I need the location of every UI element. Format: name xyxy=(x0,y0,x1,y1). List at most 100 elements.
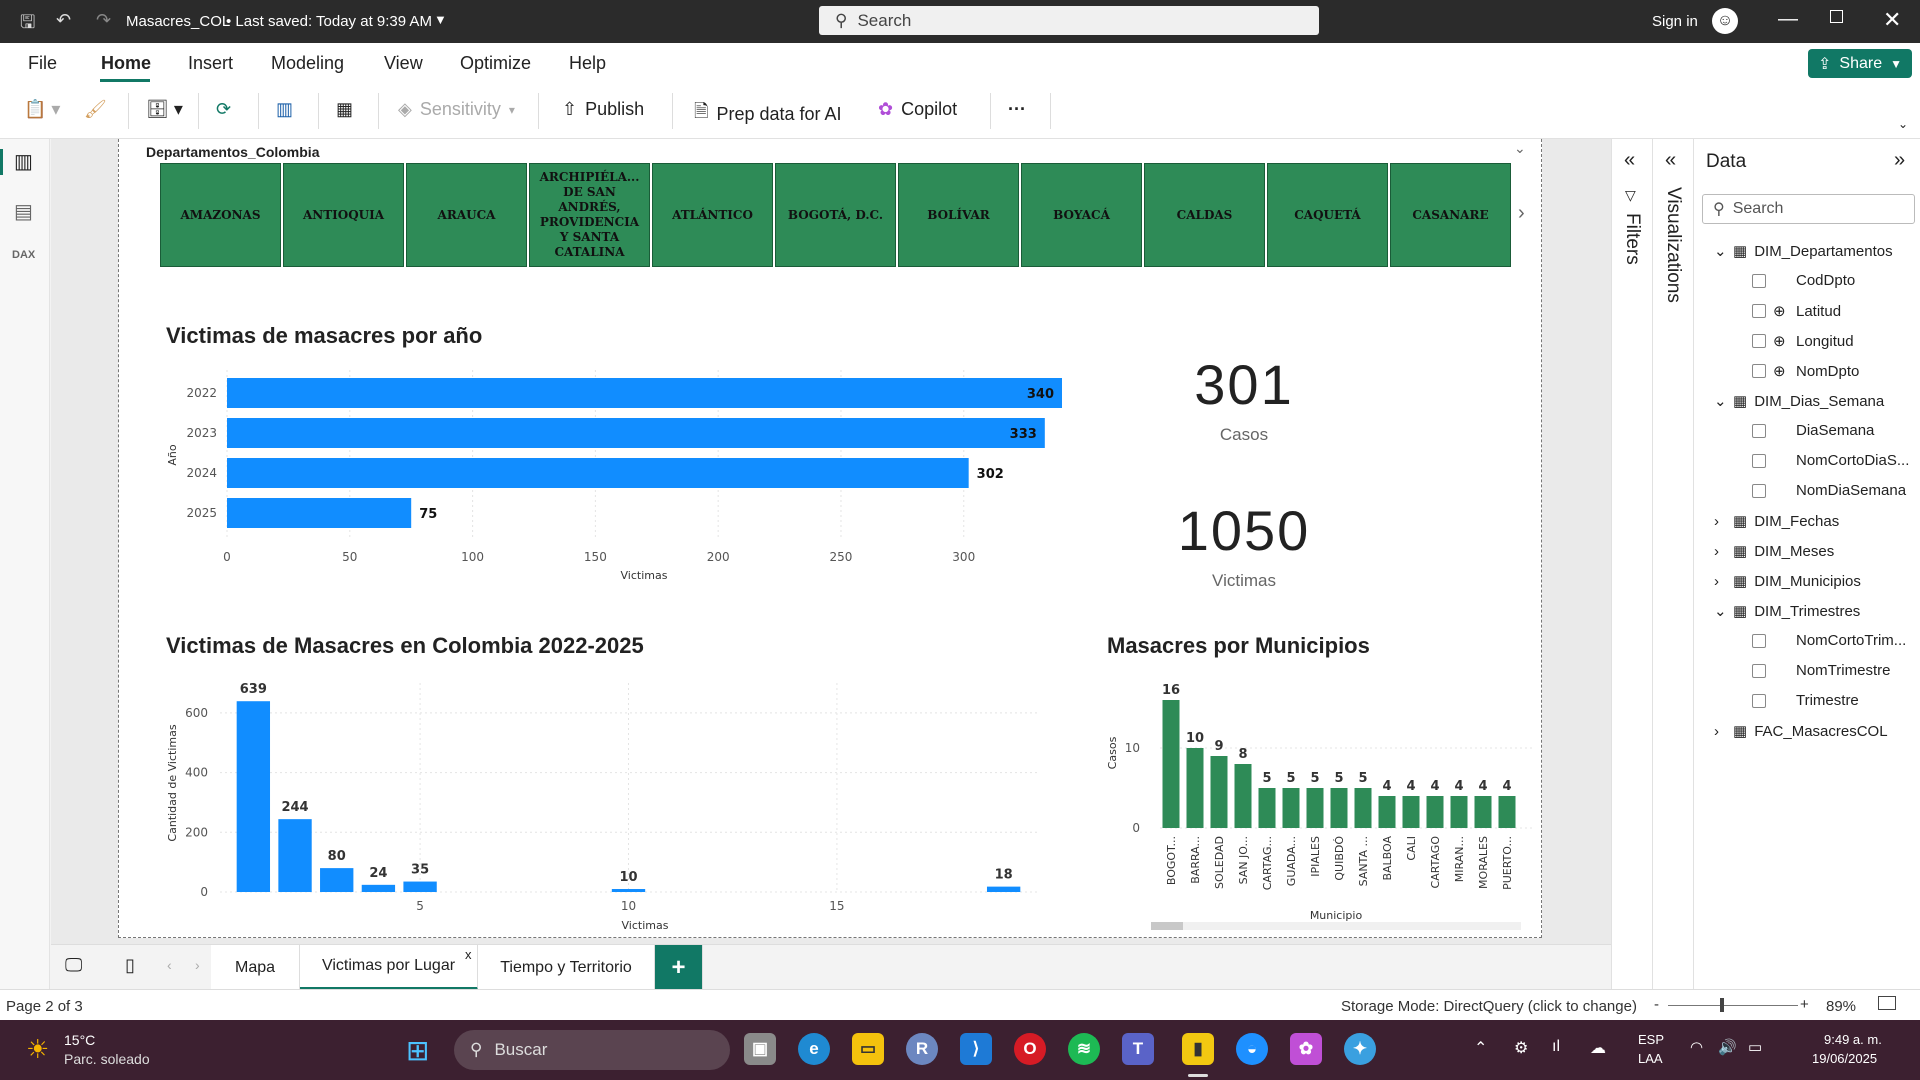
report-view-icon[interactable]: ▥ xyxy=(14,151,33,173)
chevron-up-icon[interactable]: ⌃ xyxy=(1474,1040,1488,1057)
spotify-icon[interactable]: ≋ xyxy=(1068,1033,1100,1065)
table-view-icon[interactable]: ▤ xyxy=(14,201,33,223)
minimize-icon[interactable]: — xyxy=(1778,8,1798,30)
chevron-left-icon[interactable]: ‹ xyxy=(167,957,172,973)
expand-right-icon[interactable]: » xyxy=(1894,149,1906,171)
chevron-right-icon[interactable]: › xyxy=(1714,722,1719,740)
menu-modeling[interactable]: Modeling xyxy=(271,53,345,73)
zoom-out-icon[interactable]: - xyxy=(1654,996,1659,1013)
mobile-layout-icon[interactable]: ▯ xyxy=(125,955,135,975)
refresh-icon[interactable]: ⟳ xyxy=(216,99,232,119)
redo-icon[interactable]: ↷ xyxy=(96,10,112,30)
battery-icon[interactable]: ▭ xyxy=(1748,1039,1763,1056)
zoom-slider[interactable] xyxy=(1668,1005,1798,1006)
scrollbar-thumb[interactable] xyxy=(1151,922,1183,930)
lang-primary[interactable]: ESP xyxy=(1638,1032,1665,1047)
chart-victims[interactable]: 0 200 400 600 5 10 15 639 244 80 24 35 10 18 Victimas C… xyxy=(160,668,1080,933)
field-nomcortodias-[interactable]: NomCortoDiaS... xyxy=(1752,452,1909,469)
slicer-tile[interactable]: BOLÍVAR xyxy=(898,163,1019,267)
menu-home[interactable]: Home xyxy=(101,53,152,73)
chevron-right-icon[interactable]: › xyxy=(1714,512,1719,530)
slicer-tile[interactable]: AMAZONAS xyxy=(160,163,281,267)
checkbox[interactable] xyxy=(1752,273,1766,288)
checkbox[interactable] xyxy=(1752,364,1766,378)
sensitivity-button[interactable]: ◈ Sensitivity ▾ xyxy=(398,99,515,120)
menu-view[interactable]: View xyxy=(384,53,423,73)
power-bi-icon[interactable]: ▮ xyxy=(1182,1033,1214,1065)
data-search-input[interactable]: ⚲ Search xyxy=(1702,194,1915,224)
undo-icon[interactable]: ↶ xyxy=(56,10,72,30)
visualizations-label[interactable]: Visualizations xyxy=(1663,187,1684,303)
chart-municipios[interactable]: 0 10 16 BOGOT... 10 BARRA... 9 SOLEDAD 8 SAN JO..… xyxy=(1100,668,1540,933)
zoom-level[interactable]: 89% xyxy=(1826,998,1857,1015)
chevron-right-icon[interactable]: › xyxy=(195,957,200,973)
volume-icon[interactable]: 🔊 xyxy=(1718,1039,1737,1056)
zoom-slider-thumb[interactable] xyxy=(1720,998,1724,1012)
tray-icon[interactable]: ⚙ xyxy=(1514,1040,1529,1057)
slicer-tile[interactable]: ARAUCA xyxy=(406,163,527,267)
docker-icon[interactable]: ◒ xyxy=(1236,1033,1268,1065)
collapse-left-icon[interactable]: « xyxy=(1665,149,1677,171)
chevron-right-icon[interactable]: › xyxy=(1518,202,1525,224)
zoom-in-icon[interactable]: + xyxy=(1800,996,1809,1013)
copilot-button[interactable]: ✿ Copilot xyxy=(878,99,957,120)
edge-icon[interactable]: e xyxy=(798,1033,830,1065)
account-icon[interactable]: ☺ xyxy=(1712,8,1738,34)
table-dim-fechas[interactable]: › ▦ DIM_Fechas xyxy=(1714,512,1839,531)
checkbox[interactable] xyxy=(1752,633,1766,648)
new-visual-icon[interactable]: ▥ xyxy=(276,99,294,119)
close-icon[interactable]: ✕ xyxy=(1883,7,1902,32)
wifi-icon[interactable]: ◠ xyxy=(1690,1039,1704,1056)
horizontal-scrollbar[interactable] xyxy=(1151,922,1521,930)
slicer-tile[interactable]: ATLÁNTICO xyxy=(652,163,773,267)
save-icon[interactable]: 🖫 xyxy=(20,12,36,32)
app-icon[interactable]: ✦ xyxy=(1344,1033,1376,1065)
menu-help[interactable]: Help xyxy=(569,53,607,73)
checkbox[interactable] xyxy=(1752,663,1766,678)
tab-mapa[interactable]: Mapa xyxy=(211,945,300,990)
table-dim-meses[interactable]: › ▦ DIM_Meses xyxy=(1714,542,1834,561)
opera-icon[interactable]: O xyxy=(1014,1033,1046,1065)
fit-page-icon[interactable] xyxy=(1878,996,1896,1010)
clock-time[interactable]: 9:49 a. m. xyxy=(1824,1032,1882,1047)
publish-button[interactable]: ⇧ Publish xyxy=(562,99,644,120)
checkbox[interactable] xyxy=(1752,304,1766,318)
collapse-left-icon[interactable]: « xyxy=(1624,149,1636,171)
r-app-icon[interactable]: R xyxy=(906,1033,938,1065)
chevron-down-icon[interactable]: ⌄ xyxy=(1714,603,1727,620)
get-data-icon[interactable]: 🗄 ▾ xyxy=(146,99,183,119)
share-button[interactable]: ⇪ Share ▼ xyxy=(1808,49,1912,78)
copilot-icon[interactable]: ✿ xyxy=(1290,1033,1322,1065)
collapse-ribbon-icon[interactable]: ⌄ xyxy=(1898,117,1909,131)
chevron-down-icon[interactable]: ▼ xyxy=(434,12,447,27)
slicer-tile[interactable]: ANTIOQUIA xyxy=(283,163,404,267)
chevron-down-icon[interactable]: ⌄ xyxy=(1714,243,1727,260)
table-dim-municipios[interactable]: › ▦ DIM_Municipios xyxy=(1714,572,1861,591)
slicer-tile[interactable]: CALDAS xyxy=(1144,163,1265,267)
table-dim-dias-semana[interactable]: ⌄ ▦ DIM_Dias_Semana xyxy=(1714,392,1884,411)
chart-years[interactable]: 0 50 100 150 200 250 300 2022 340 2023 333 2024 302 2… xyxy=(160,360,1080,590)
field-nomdpto[interactable]: ⊕ NomDpto xyxy=(1752,362,1859,380)
field-latitud[interactable]: ⊕ Latitud xyxy=(1752,302,1841,320)
menu-file[interactable]: File xyxy=(28,53,58,73)
task-view-icon[interactable]: ▣ xyxy=(744,1033,776,1065)
chevron-down-icon[interactable]: ⌄ xyxy=(1514,140,1526,156)
field-diasemana[interactable]: DiaSemana xyxy=(1752,422,1874,439)
checkbox[interactable] xyxy=(1752,453,1766,468)
chevron-right-icon[interactable]: › xyxy=(1714,572,1719,590)
sign-in-link[interactable]: Sign in xyxy=(1652,13,1698,30)
slicer-tile[interactable]: BOGOTÁ, D.C. xyxy=(775,163,896,267)
field-coddpto[interactable]: CodDpto xyxy=(1752,272,1855,289)
tab-close-icon[interactable]: x xyxy=(465,947,472,962)
field-nomdiasemana[interactable]: NomDiaSemana xyxy=(1752,482,1906,499)
checkbox[interactable] xyxy=(1752,693,1766,708)
menu-insert[interactable]: Insert xyxy=(188,53,234,73)
slicer-tile[interactable]: CASANARE xyxy=(1390,163,1511,267)
table-dim-trimestres[interactable]: ⌄ ▦ DIM_Trimestres xyxy=(1714,602,1860,621)
tab-tiempo-territorio[interactable]: Tiempo y Territorio xyxy=(478,945,655,990)
add-page-button[interactable]: + xyxy=(655,945,703,990)
slicer-tile[interactable]: CAQUETÁ xyxy=(1267,163,1388,267)
tab-victimas-por-lugar[interactable]: Victimas por Lugar xyxy=(300,945,478,990)
storage-mode[interactable]: Storage Mode: DirectQuery (click to chan… xyxy=(1341,998,1637,1015)
field-longitud[interactable]: ⊕ Longitud xyxy=(1752,332,1854,350)
